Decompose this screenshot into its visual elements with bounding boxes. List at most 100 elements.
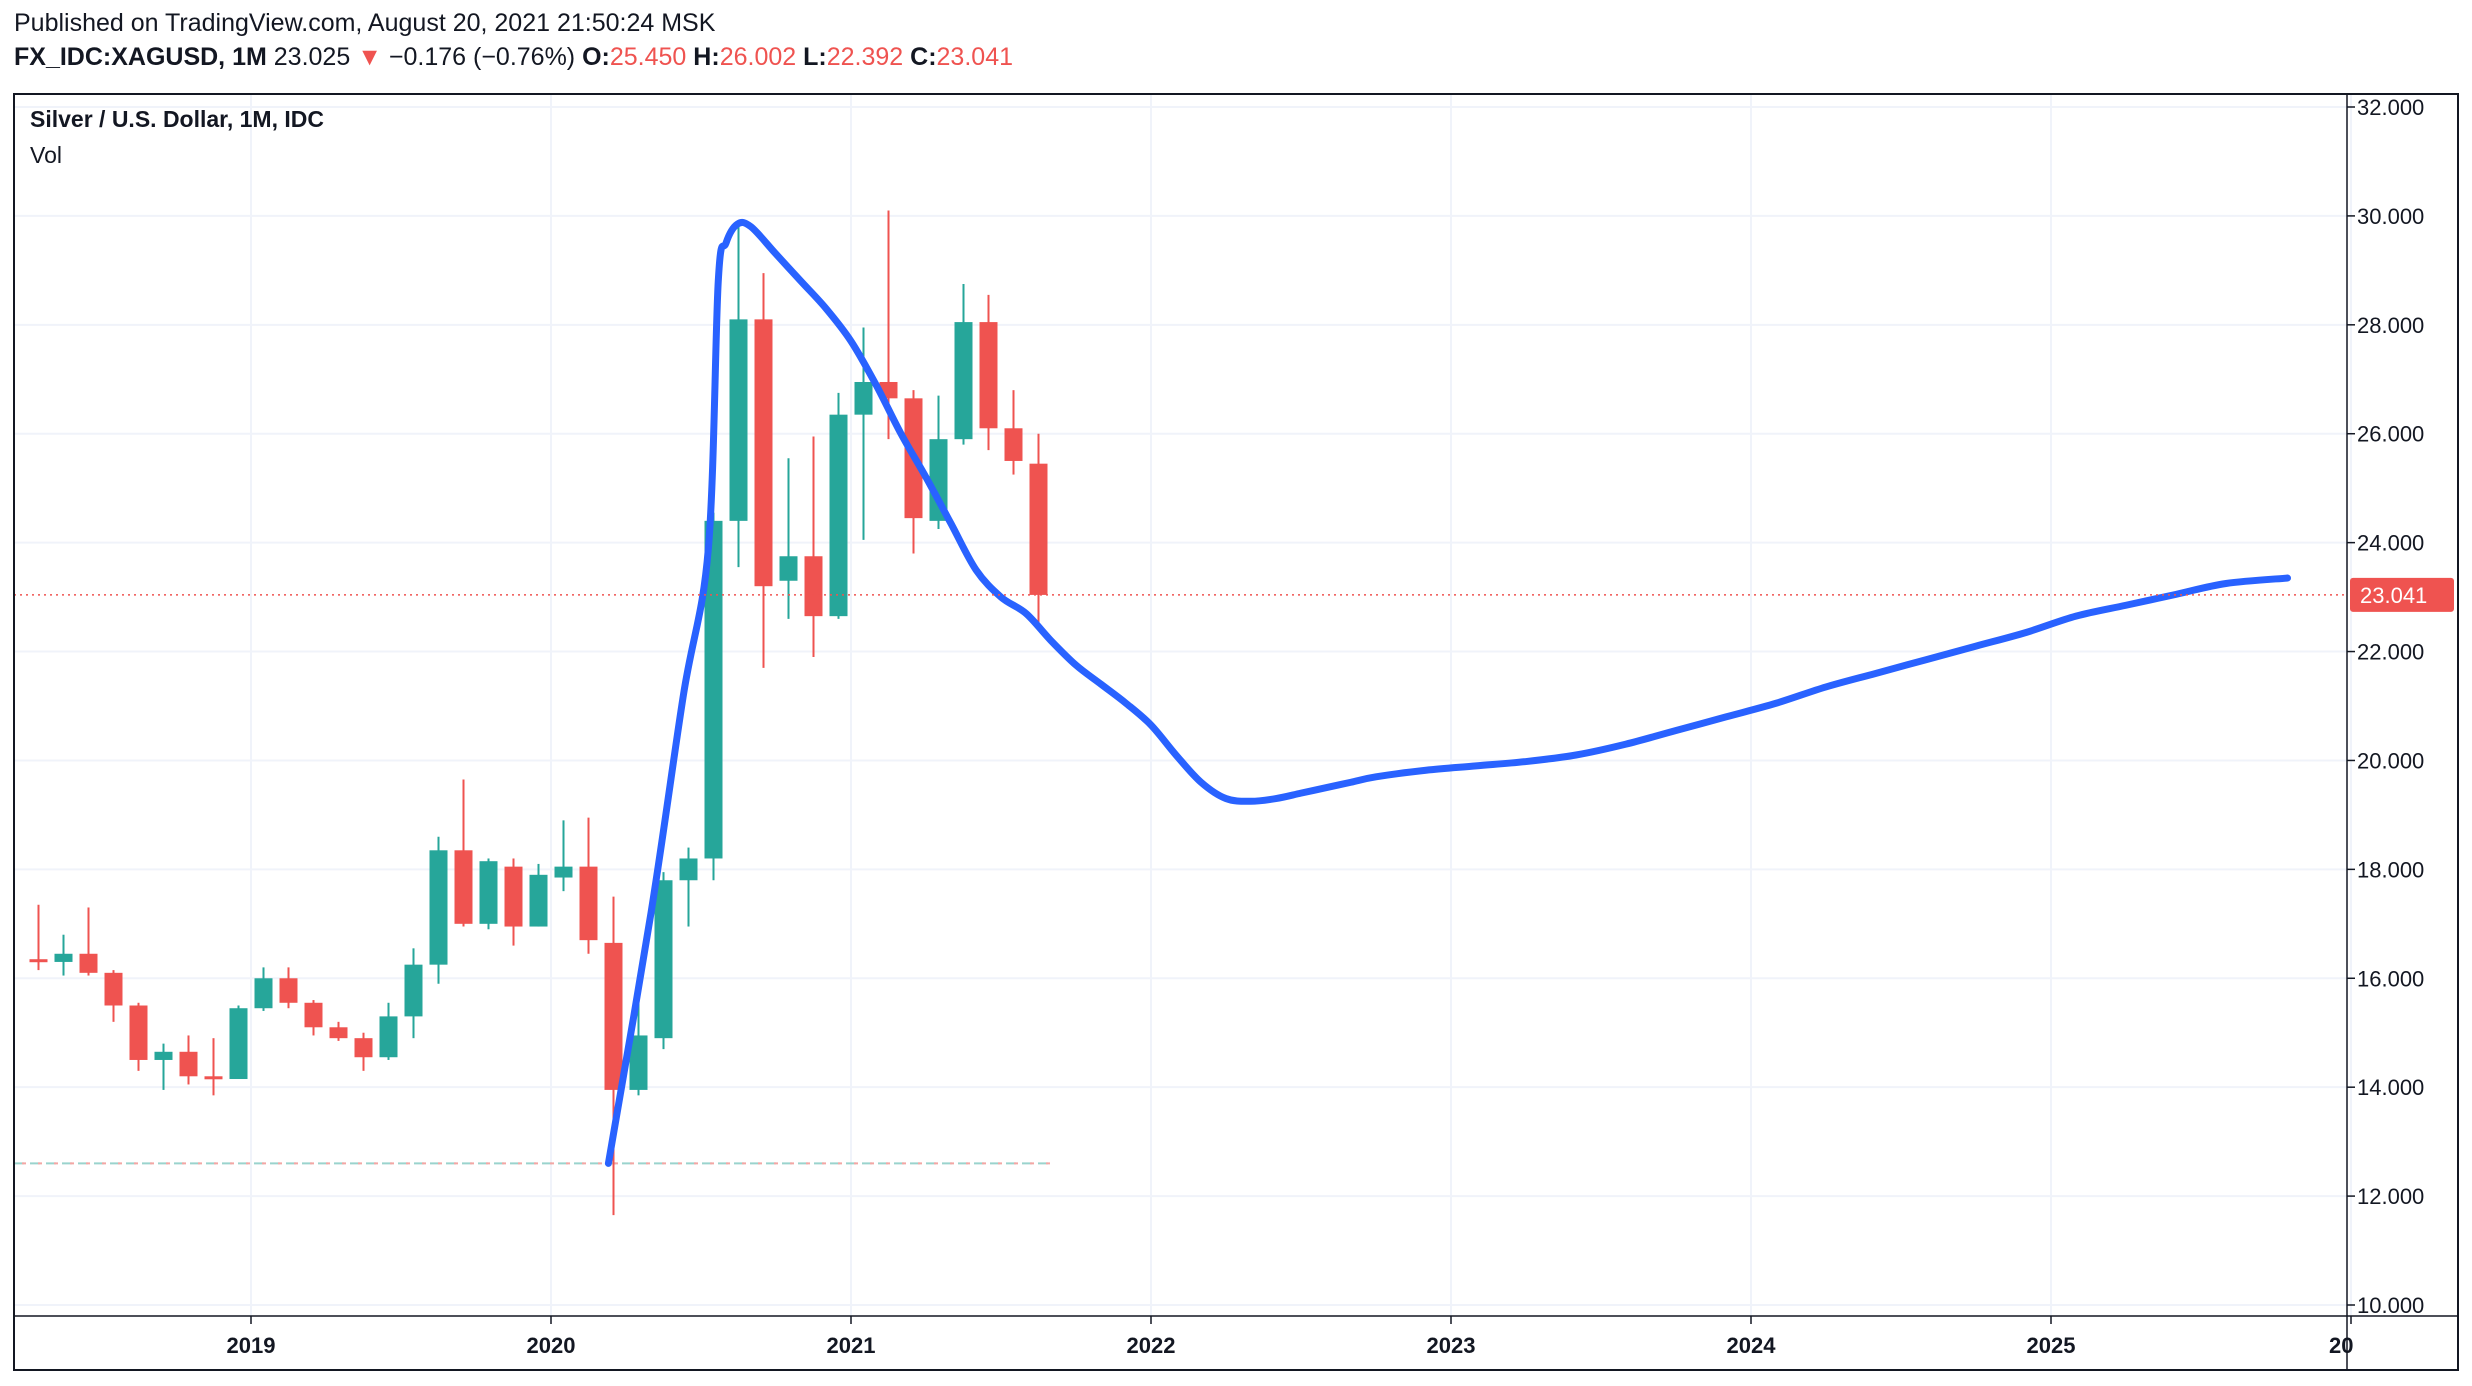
candle-body	[729, 319, 748, 521]
y-tick-label: 14.000	[2357, 1075, 2424, 1100]
candles	[29, 210, 1048, 1216]
y-tick-label: 16.000	[2357, 966, 2424, 991]
candle-body	[229, 1008, 248, 1080]
x-tick-label: 2019	[227, 1333, 276, 1358]
candle	[179, 1035, 198, 1085]
candle	[704, 512, 723, 881]
candle-body	[829, 414, 848, 617]
candle-body	[104, 972, 123, 1006]
candle-body	[379, 1016, 398, 1058]
change-value: −0.176 (−0.76%)	[388, 43, 576, 71]
candle	[54, 934, 73, 976]
low-label: L:	[803, 43, 827, 71]
candle-body	[129, 1005, 148, 1060]
candle-body	[504, 866, 523, 927]
candle	[729, 224, 748, 568]
candle	[829, 392, 848, 619]
x-tick-label: 20	[2329, 1333, 2353, 1358]
candle-body	[604, 942, 623, 1090]
candle-body	[429, 850, 448, 965]
grid	[14, 94, 2352, 1316]
candle-body	[629, 1035, 648, 1090]
candle	[204, 1038, 223, 1096]
candle-body	[79, 953, 98, 973]
candle	[604, 896, 623, 1216]
symbol-label[interactable]: FX_IDC:XAGUSD, 1M	[14, 43, 267, 71]
candle-body	[479, 861, 498, 924]
candle-body	[404, 964, 423, 1017]
candle-body	[454, 850, 473, 924]
x-tick-label: 2020	[527, 1333, 576, 1358]
candle-body	[529, 874, 548, 927]
candle-body	[579, 866, 598, 941]
time-axis[interactable]: 2019 2020 2021 2022 2023 2024 2025 20	[227, 1316, 2354, 1358]
y-tick-label: 10.000	[2357, 1293, 2424, 1318]
projection-path	[604, 218, 2292, 1167]
candle	[129, 1002, 148, 1071]
candle-body	[304, 1002, 323, 1028]
chart-frame	[13, 93, 2459, 1371]
candle	[479, 858, 498, 930]
ohlc-bar: FX_IDC:XAGUSD, 1M 23.025 ▼ −0.176 (−0.76…	[14, 40, 2454, 74]
candle-body	[554, 866, 573, 878]
candle	[1029, 433, 1048, 631]
candle-body	[329, 1027, 348, 1039]
high-label: H:	[693, 43, 720, 71]
low-value: 22.392	[826, 43, 904, 71]
candle	[229, 1005, 248, 1080]
candle-body	[804, 556, 823, 617]
open-value: 25.450	[609, 43, 687, 71]
candle	[554, 820, 573, 892]
candle	[279, 967, 298, 1009]
x-tick-label: 2021	[827, 1333, 876, 1358]
candle	[804, 436, 823, 657]
candle	[104, 970, 123, 1022]
candle-body	[954, 322, 973, 440]
candle-body	[854, 381, 873, 415]
y-tick-label: 28.000	[2357, 313, 2424, 338]
close-label: C:	[910, 43, 937, 71]
candle-body	[29, 959, 48, 963]
x-tick-label: 2025	[2027, 1333, 2076, 1358]
candle	[354, 1032, 373, 1071]
candle	[979, 294, 998, 451]
y-tick-label: 32.000	[2357, 95, 2424, 120]
down-arrow-icon: ▼	[357, 43, 382, 71]
candle	[29, 904, 48, 971]
candle-body	[754, 319, 773, 587]
last-price-label: 23.041	[2360, 583, 2427, 608]
candle	[79, 907, 98, 976]
open-label: O:	[582, 43, 610, 71]
outer-frame	[13, 93, 2459, 1371]
high-value: 26.002	[719, 43, 797, 71]
projection-curve	[604, 218, 2292, 1167]
candle	[154, 1043, 173, 1090]
candle	[1004, 390, 1023, 475]
candle-body	[1004, 428, 1023, 461]
last-price-tag	[2350, 577, 2454, 612]
candle	[779, 458, 798, 619]
candle	[954, 283, 973, 445]
price-axis[interactable]: 32.000 30.000 28.000 26.000 24.000 22.000 20.0…	[2347, 95, 2454, 1318]
candle-body	[979, 322, 998, 429]
candle-body	[279, 978, 298, 1003]
legend: Silver / U.S. Dollar, 1M, IDC Vol	[30, 106, 324, 168]
candle	[679, 847, 698, 927]
y-tick-label: 30.000	[2357, 204, 2424, 229]
x-tick-label: 2023	[1427, 1333, 1476, 1358]
candle-body	[654, 880, 673, 1039]
candle	[379, 1002, 398, 1060]
candle	[254, 967, 273, 1011]
close-value: 23.041	[936, 43, 1013, 71]
candle	[329, 1021, 348, 1041]
chart-header: Published on TradingView.com, August 20,…	[14, 6, 2454, 74]
legend-title: Silver / U.S. Dollar, 1M, IDC	[30, 106, 324, 132]
y-tick-label: 20.000	[2357, 748, 2424, 773]
candle-body	[254, 978, 273, 1009]
legend-volume: Vol	[30, 142, 62, 168]
y-tick-label: 26.000	[2357, 422, 2424, 447]
candle	[654, 872, 673, 1050]
candle-body	[704, 520, 723, 859]
candle-body	[179, 1051, 198, 1077]
